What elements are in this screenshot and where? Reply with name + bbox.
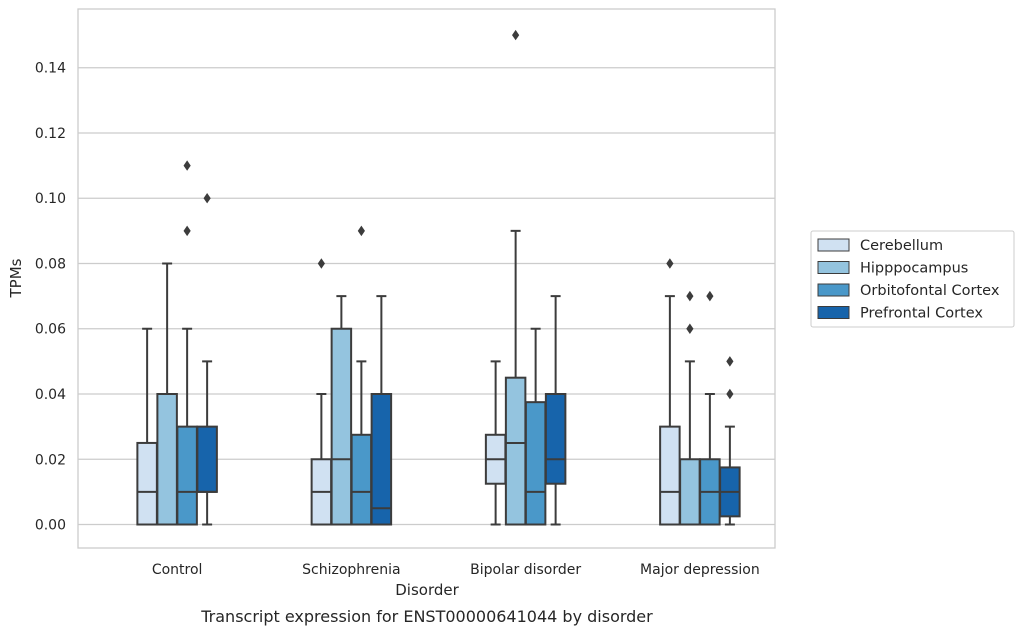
legend: Cerebellum Hipppocampus Orbitofontal Corte… [810, 230, 1015, 328]
box-1-0 [156, 262, 178, 526]
ytick-layer: 0.00 0.02 0.04 0.06 0.08 0.10 0.12 0.14 [35, 61, 66, 534]
outlier-point [317, 258, 325, 269]
legend-label: Hipppocampus [860, 261, 968, 277]
box-3-2 [544, 295, 567, 526]
outlier-point [686, 290, 694, 302]
box-1-2 [504, 29, 527, 526]
x-tick-label: Bipolar disorder [470, 562, 581, 578]
box-body [370, 393, 393, 526]
box-0-2 [484, 360, 507, 526]
box-body [156, 393, 178, 526]
box-2-3 [699, 290, 721, 526]
y-tick-label: 0.12 [35, 126, 66, 142]
box-body [524, 401, 547, 526]
x-tick-label: Control [152, 562, 203, 578]
x-tick-label: Schizophrenia [302, 562, 400, 578]
box-2-2 [524, 327, 547, 526]
y-axis-label: TPMs [7, 258, 25, 298]
outlier-point [666, 258, 674, 269]
legend-swatch [817, 283, 850, 297]
box-1-3 [679, 290, 701, 526]
x-tick-label: Major depression [640, 562, 760, 578]
box-3-3 [719, 356, 741, 526]
plot-frame [77, 8, 776, 549]
legend-label: Orbitofontal Cortex [860, 283, 1000, 299]
box-2-0 [176, 160, 198, 526]
legend-swatch [817, 238, 850, 252]
outlier-point [726, 356, 734, 367]
legend-swatch [817, 306, 850, 319]
box-body [544, 393, 567, 485]
legend-frame [810, 230, 1015, 328]
box-body [504, 376, 527, 526]
y-tick-label: 0.02 [35, 452, 66, 468]
legend-swatch [817, 261, 850, 274]
xtick-layer: Control Schizophrenia Bipolar disorder Majo… [152, 562, 760, 578]
outlier-point [183, 225, 191, 237]
box-body [679, 458, 701, 526]
outlier-point [357, 225, 365, 237]
y-tick-label: 0.04 [35, 387, 66, 403]
outlier-point [512, 29, 520, 41]
outlier-point [726, 388, 734, 400]
box-3-0 [196, 193, 218, 526]
legend-label: Prefrontal Cortex [860, 306, 983, 322]
y-tick-label: 0.14 [35, 61, 66, 77]
box-body [659, 425, 681, 526]
box-0-1 [310, 258, 333, 526]
legend-label: Cerebellum [860, 238, 943, 254]
box-0-0 [136, 327, 158, 526]
box-1-1 [330, 295, 353, 526]
y-tick-label: 0.00 [35, 518, 66, 534]
chart-caption: Transcript expression for ENST0000064104… [200, 607, 653, 626]
outlier-point [203, 193, 211, 204]
y-tick-label: 0.10 [35, 191, 66, 207]
y-tick-label: 0.06 [35, 322, 66, 338]
x-axis-label: Disorder [395, 581, 459, 599]
y-tick-label: 0.08 [35, 256, 66, 272]
box-body [176, 425, 198, 526]
outlier-point [706, 290, 714, 302]
box-0-3 [659, 258, 681, 526]
box-body [350, 433, 373, 526]
box-2-1 [350, 225, 373, 526]
box-layer [136, 29, 741, 526]
box-3-1 [370, 295, 393, 526]
outlier-point [183, 160, 191, 171]
box-body [196, 425, 218, 493]
box-body [136, 441, 158, 526]
outlier-point [686, 323, 694, 334]
box-body [330, 327, 353, 526]
